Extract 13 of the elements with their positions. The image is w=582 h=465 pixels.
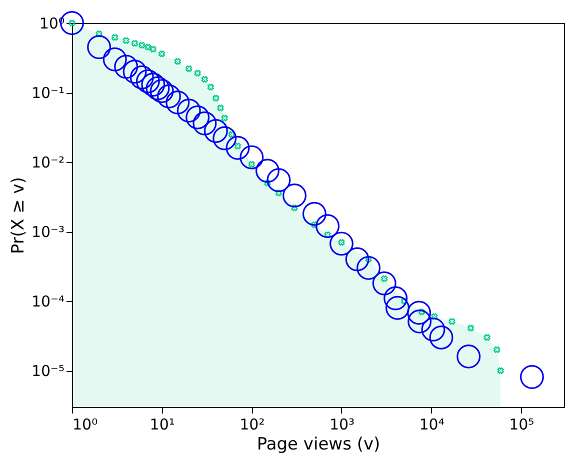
y-tick-label: 10⁻²: [31, 154, 64, 172]
x-tick-label: 10¹: [150, 416, 175, 434]
x-tick-label: 10²: [240, 416, 265, 434]
y-tick-label: 10⁻¹: [31, 84, 64, 102]
y-tick-label: 10⁻⁵: [31, 362, 64, 380]
x-tick-label: 10³: [329, 416, 355, 434]
y-tick-label: 10⁻⁴: [31, 292, 64, 311]
x-tick-label: 10⁵: [509, 416, 534, 434]
y-tick-label: 10⁻³: [31, 223, 64, 242]
x-tick-label: 10⁰: [72, 416, 98, 434]
y-axis-title: Pr(X ≥ v): [8, 177, 28, 254]
x-tick-label: 10⁴: [419, 416, 444, 434]
x-axis-title: Page views (v): [256, 434, 380, 454]
